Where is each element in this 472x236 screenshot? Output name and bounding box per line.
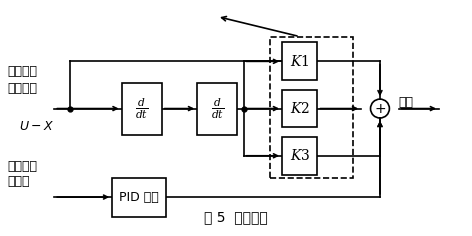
Text: 输出: 输出 [399, 96, 414, 109]
Text: $\frac{d}{dt}$: $\frac{d}{dt}$ [135, 96, 148, 121]
Bar [282, 90, 318, 127]
Bar [197, 83, 237, 135]
Text: 隔振对象: 隔振对象 [7, 160, 37, 173]
Text: $U-X$: $U-X$ [19, 120, 54, 133]
Text: $\frac{d}{dt}$: $\frac{d}{dt}$ [211, 96, 224, 121]
Bar [112, 177, 166, 217]
Text: 隔振对象: 隔振对象 [7, 65, 37, 79]
Text: 加速度: 加速度 [7, 175, 30, 188]
Text: $K3$: $K3$ [289, 148, 310, 163]
Bar [282, 137, 318, 175]
Text: +: + [374, 101, 386, 116]
Text: $K2$: $K2$ [290, 101, 310, 116]
Bar [282, 42, 318, 80]
Text: $K1$: $K1$ [290, 54, 310, 69]
Text: PID 调节: PID 调节 [119, 190, 159, 204]
Text: 图 5  控制算法: 图 5 控制算法 [204, 210, 268, 224]
Bar [270, 37, 353, 178]
Text: 相对位移: 相对位移 [7, 82, 37, 95]
Bar [122, 83, 161, 135]
